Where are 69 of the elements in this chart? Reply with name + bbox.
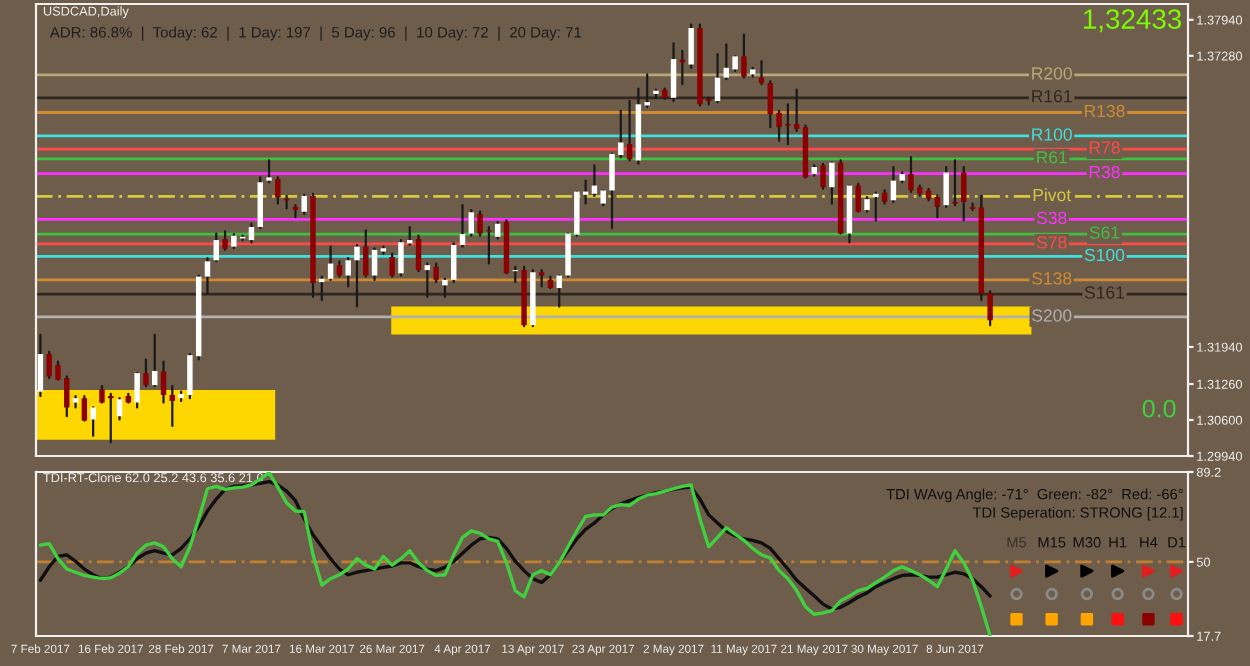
ref-line-label: S38 xyxy=(1036,211,1067,225)
candlestick xyxy=(72,394,79,409)
candlestick xyxy=(934,194,941,219)
candlestick xyxy=(415,234,422,273)
candlestick xyxy=(829,161,835,205)
candlestick xyxy=(741,33,747,79)
candlestick xyxy=(450,242,457,284)
candlestick xyxy=(723,43,730,81)
candlestick xyxy=(371,247,378,281)
candlestick xyxy=(345,256,351,288)
candlestick xyxy=(248,222,255,244)
candlestick xyxy=(275,176,281,205)
ref-line-label: S100 xyxy=(1084,248,1125,262)
line-series xyxy=(38,472,992,636)
ref-line-label: R38 xyxy=(1089,165,1120,179)
candlestick xyxy=(846,184,853,244)
candlestick xyxy=(468,208,475,237)
candlestick xyxy=(459,204,466,248)
candlestick xyxy=(266,159,272,184)
ref-line-label: R61 xyxy=(1037,151,1067,164)
candlestick xyxy=(424,262,431,298)
candlestick xyxy=(116,397,123,421)
candlestick xyxy=(354,243,360,308)
candlestick xyxy=(855,182,861,213)
candlestick xyxy=(301,193,307,216)
candlestick xyxy=(688,23,694,69)
candlestick xyxy=(714,53,721,104)
candlestick xyxy=(204,256,211,295)
candlestick xyxy=(160,360,167,404)
candlestick xyxy=(257,176,263,230)
candlestick xyxy=(151,333,158,388)
candlestick xyxy=(37,333,44,398)
ref-line-label: R161 xyxy=(1032,90,1072,103)
candlestick xyxy=(626,99,633,162)
ref-line-label: Pivot xyxy=(1033,188,1072,202)
candlestick xyxy=(820,162,826,190)
candlestick xyxy=(398,238,404,277)
candlestick xyxy=(961,165,967,222)
ref-line-label: S78 xyxy=(1036,236,1067,249)
annotation: 0.0 xyxy=(1142,399,1176,418)
line-series xyxy=(38,479,992,611)
ref-line-label: R200 xyxy=(1032,67,1072,80)
candlestick xyxy=(767,80,774,129)
candlestick xyxy=(327,245,334,281)
ref-line-label: R78 xyxy=(1089,141,1120,154)
candlestick xyxy=(670,42,677,103)
candlestick xyxy=(793,88,800,133)
ref-line-label: R138 xyxy=(1084,104,1125,118)
candlestick xyxy=(134,372,140,409)
ref-line-label: S61 xyxy=(1089,226,1120,239)
ref-line-label: S138 xyxy=(1032,272,1072,285)
ref-line-label: S161 xyxy=(1084,286,1125,299)
candlestick xyxy=(90,406,96,437)
ref-line-label: S200 xyxy=(1032,309,1072,322)
candlestick xyxy=(389,252,395,278)
candlestick xyxy=(873,191,879,222)
candlestick xyxy=(81,394,88,422)
candlestick xyxy=(143,358,149,388)
candlestick xyxy=(433,262,439,284)
candlestick xyxy=(319,275,325,302)
candlestick xyxy=(222,230,228,252)
ref-line-label: R100 xyxy=(1032,128,1072,141)
candlestick xyxy=(952,159,958,207)
candlestick xyxy=(213,232,219,263)
candlestick xyxy=(169,385,176,428)
candlestick xyxy=(987,290,993,327)
candlestick xyxy=(943,165,949,208)
candlestick xyxy=(363,229,369,278)
annotation: 1,32433 xyxy=(1083,9,1182,33)
